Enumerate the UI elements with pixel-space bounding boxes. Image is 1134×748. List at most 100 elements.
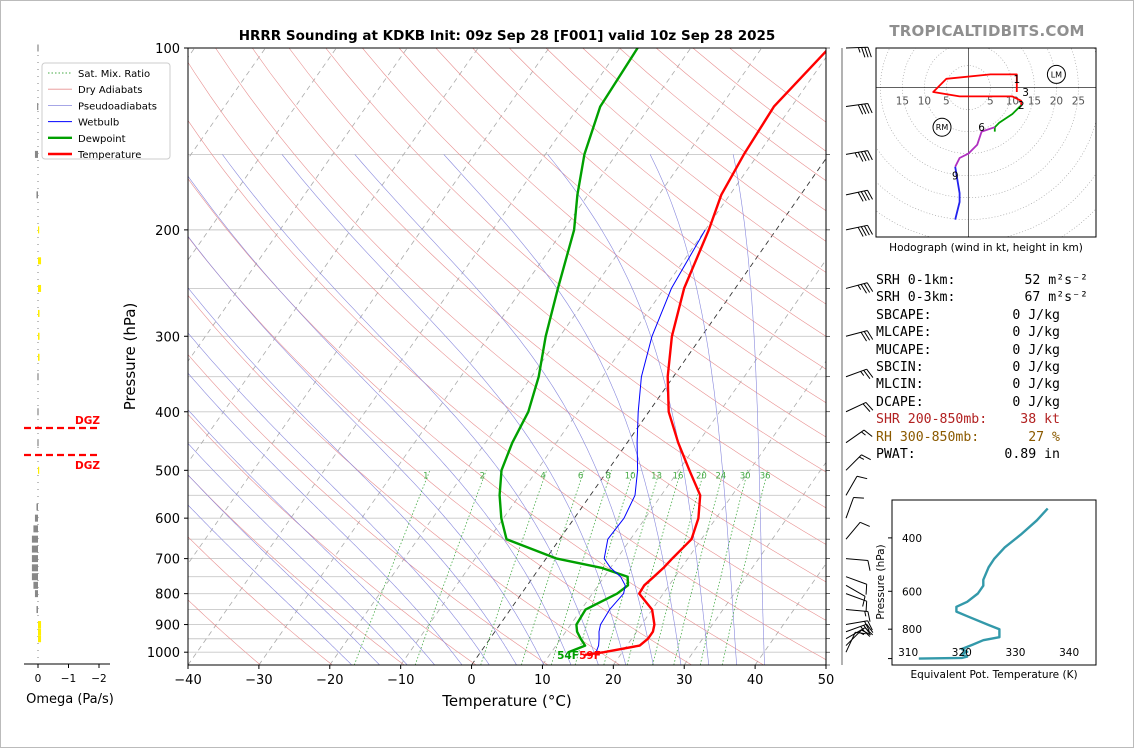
y-tick-label: 400 [155,406,180,421]
mixing-ratio-line [480,470,548,665]
omega-bar [38,332,40,340]
omega-bar [38,628,42,636]
stat-row: MLCAPE: 0 J/kg [876,324,1106,341]
y-tick-label: 600 [155,512,180,527]
y-tick-label: 200 [155,224,180,239]
wind-barb-half [864,611,867,617]
omega-bar [37,373,39,381]
wind-barb-staff [845,558,868,562]
mixing-ratio-line [721,470,769,665]
wind-barb-full [859,521,870,527]
stat-label: SBCIN: [876,360,924,376]
pseudoadiabat [188,443,408,665]
omega-bar [34,590,38,598]
stat-row: SBCAPE: 0 J/kg [876,307,1106,324]
wind-barb-staff [845,282,868,289]
stat-label: SHR 200-850mb: [876,412,988,428]
x-tick-label: −20 [316,673,343,688]
wind-barb-full [867,611,871,622]
stat-row: MLCIN: 0 J/kg [876,376,1106,393]
pseudoadiabat [188,332,490,665]
stat-label: PWAT: [876,447,916,463]
theta-x-tick-label: 310 [898,647,918,659]
wind-barb-staff [845,584,866,597]
wind-barb [845,475,868,496]
wind-barb-staff [845,629,862,646]
mixing-ratio-label: 30 [740,472,751,482]
x-tick-label: 50 [818,673,835,688]
wind-barb [845,521,870,540]
wind-barb-full [863,331,871,341]
dry-adiabat [472,48,826,337]
wind-barb-full [867,150,873,161]
wind-barb-staff [845,224,868,231]
wind-barb [845,609,871,622]
wind-barb-half [859,631,865,636]
wind-barb-staff [845,576,867,585]
wind-barb-full [863,625,871,634]
stat-row: PWAT: 0.89 in [876,446,1106,463]
dry-adiabat [188,599,261,665]
dgz-label: DGZ [75,415,100,427]
wind-barb-staff [845,402,867,413]
wind-barb-full [856,475,868,480]
wind-barb-staff [845,627,866,640]
wind-barb-full [860,284,867,294]
dry-adiabat [188,178,764,665]
mixing-ratio-label: 10 [625,472,636,482]
omega-tick-label: −1 [61,673,76,685]
y-tick-label: 900 [155,619,180,634]
omega-tick-label: −2 [91,673,106,685]
dry-adiabat [188,61,826,621]
wind-barb-full [864,621,870,631]
wind-barb [845,282,874,294]
series-temperature [584,49,826,656]
mixing-ratio-line [652,470,705,665]
legend-label: Pseudoadiabats [78,101,157,112]
pseudoadiabat [188,409,435,665]
stat-row: SHR 200-850mb: 38 kt [876,411,1106,428]
stat-label: SRH 0-3km: [876,290,956,306]
legend-label: Sat. Mix. Ratio [78,69,150,80]
omega-tick-label: 0 [35,673,42,685]
omega-axis-label: Omega (Pa/s) [26,692,114,707]
wind-barb-staff [845,476,858,496]
omega-bar [33,525,38,533]
wind-barb [845,576,868,595]
wind-barb-full [865,601,868,612]
hodo-height-label: 9 [952,171,959,183]
mixing-ratio-label: 1 [423,472,428,482]
omega-bar [34,514,38,522]
y-tick-label: 100 [155,42,180,57]
mixing-ratio-label: 8 [606,472,611,482]
wind-barb [845,224,873,237]
isotherm [188,48,621,665]
wind-barb-full [857,192,864,202]
theta-y-tick-label: 600 [902,586,922,598]
omega-bar [36,606,38,614]
wind-barb-staff [845,632,856,653]
pseudoadiabat [188,287,517,665]
wind-barb [845,454,871,471]
surface-dewpoint-label: 54F [557,650,579,662]
theta-x-tick-label: 330 [1005,647,1025,659]
hodo-motion-label: LM [1051,70,1062,79]
wind-barb-staff [845,620,868,626]
mixing-ratio-line [550,470,612,665]
legend-label: Temperature [77,150,141,161]
wind-barb [845,402,874,413]
wind-barb [845,150,873,162]
wind-barb-half [854,152,858,158]
wind-barb-full [862,403,871,412]
wind-barb-staff [845,102,868,108]
mixing-ratio-line [414,470,487,665]
pseudoadiabat [732,154,765,665]
hodo-ring-label: 5 [987,96,994,108]
mixing-ratio-line [353,470,431,665]
omega-bar [38,621,42,629]
series-wetbulb [595,229,706,653]
pseudoadiabat [188,474,380,665]
pseudoadiabat [188,504,353,665]
